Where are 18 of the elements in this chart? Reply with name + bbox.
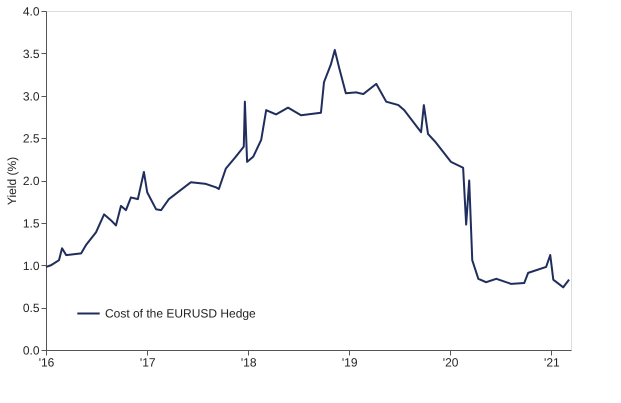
y-tick-label: 1.0 [22, 258, 40, 273]
line-series [45, 48, 570, 288]
x-tick-label: '17 [140, 356, 156, 370]
x-tick-label: '19 [342, 356, 358, 370]
x-tick-label: '21 [544, 356, 560, 370]
y-tick-label: 3.0 [22, 89, 40, 104]
y-tick-label: 2.0 [22, 174, 40, 188]
y-tick-label: 2.5 [22, 132, 40, 146]
x-tick-label: '18 [240, 356, 257, 370]
y-axis-title: Yield (%) [4, 156, 19, 206]
y-tick-label: 3.5 [22, 46, 40, 61]
x-tick-label: '20 [442, 356, 459, 370]
y-tick-label: 1.5 [22, 216, 40, 230]
legend-label: Cost of the EURUSD Hedge [105, 306, 256, 320]
y-tick-label: 0.5 [22, 301, 40, 316]
y-tick-label: 0.0 [22, 344, 40, 358]
y-tick-label: 4.0 [22, 4, 40, 18]
x-tick-label: '16 [38, 356, 55, 370]
